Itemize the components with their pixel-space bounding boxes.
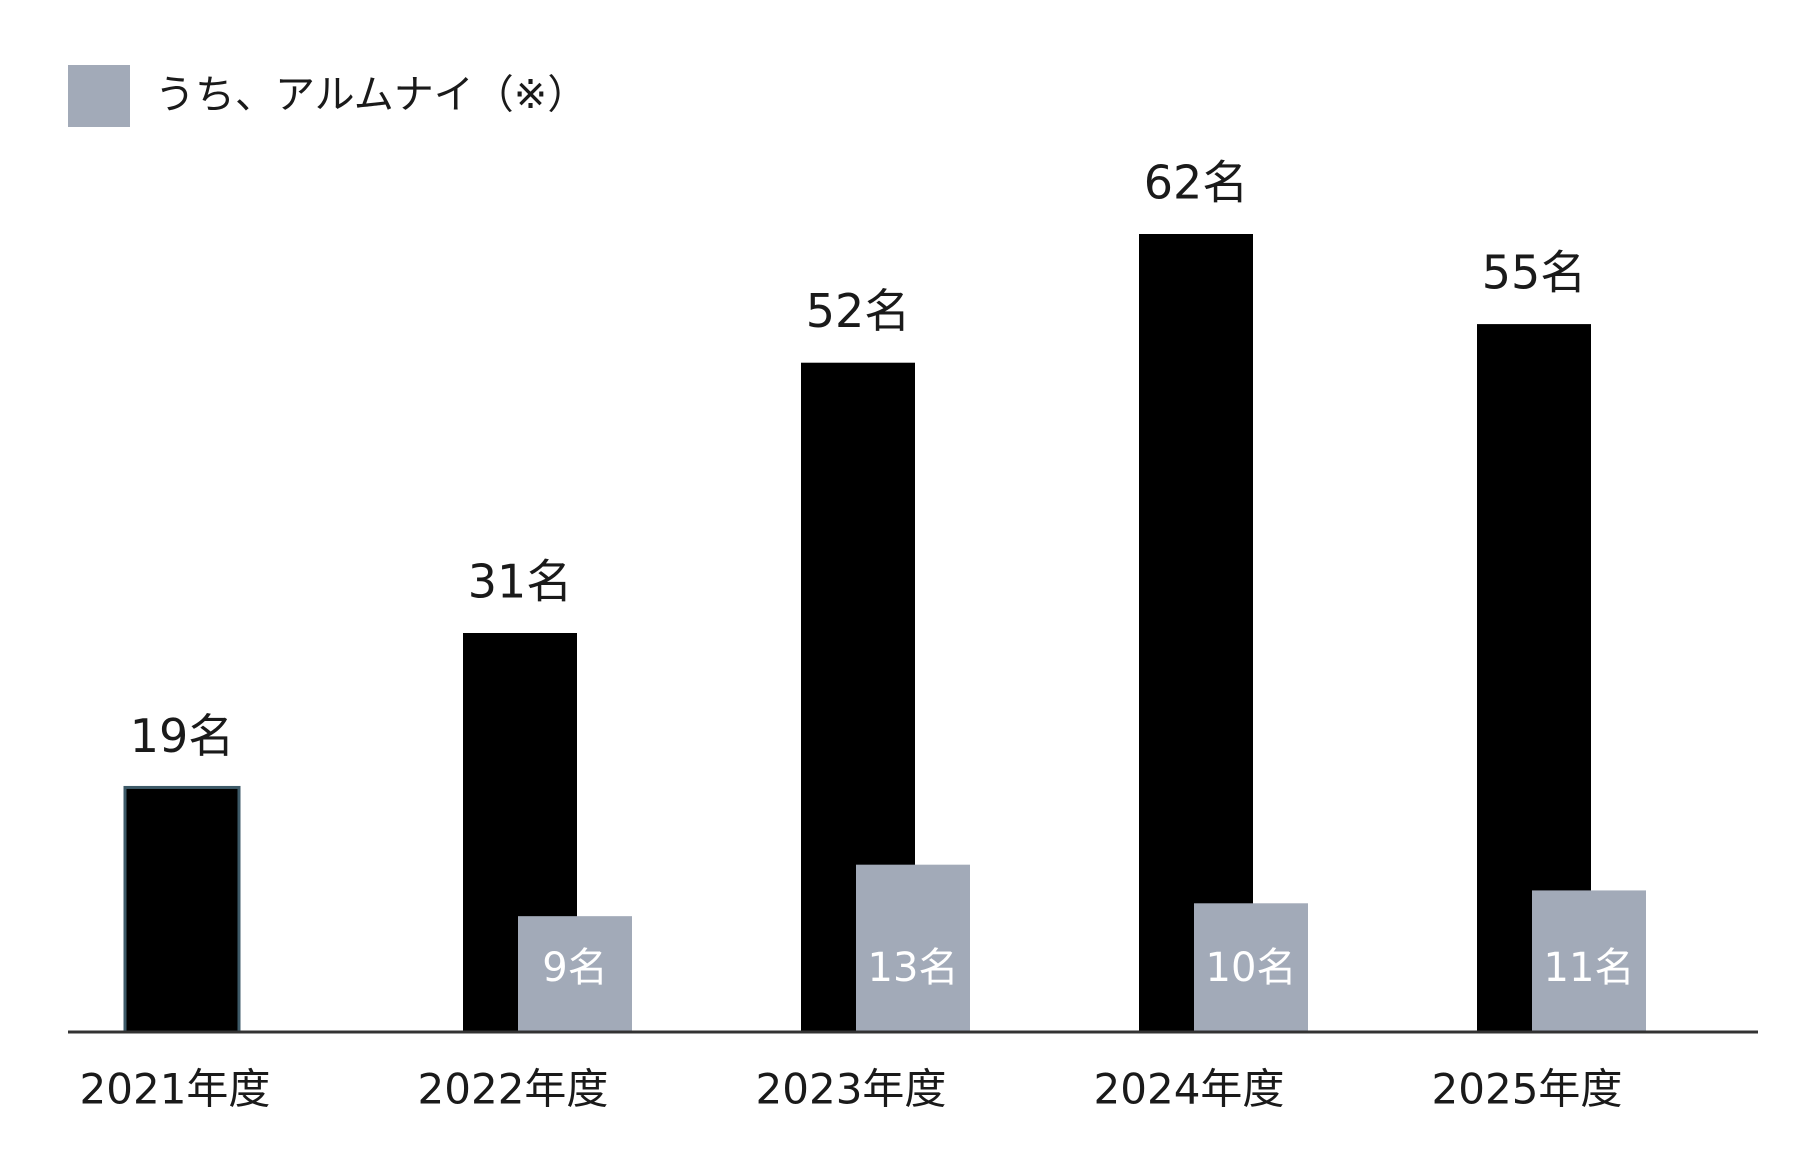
value-label: 9名: [542, 945, 607, 991]
legend-label: うち、アルムナイ（※）: [155, 72, 587, 118]
bar: [1139, 234, 1253, 1032]
value-label: 55名: [1482, 246, 1587, 300]
x-tick-label: 2025年度: [1432, 1065, 1623, 1114]
value-label: 62名: [1144, 156, 1249, 210]
x-tick-label: 2024年度: [1094, 1065, 1285, 1114]
legend-swatch: [68, 65, 130, 127]
bar: [518, 916, 632, 1032]
value-label: 11名: [1544, 945, 1635, 991]
value-label: 52名: [806, 284, 911, 338]
x-tick-label: 2021年度: [80, 1065, 271, 1114]
x-tick-label: 2022年度: [418, 1065, 609, 1114]
bar: [1194, 903, 1308, 1032]
value-label: 10名: [1206, 945, 1297, 991]
bar: [856, 864, 970, 1032]
value-label: 19名: [130, 709, 235, 763]
bar: [1532, 890, 1646, 1032]
value-label: 31名: [468, 555, 573, 609]
x-tick-label: 2023年度: [756, 1065, 947, 1114]
value-label: 13名: [868, 945, 959, 991]
bar: [123, 785, 241, 1034]
